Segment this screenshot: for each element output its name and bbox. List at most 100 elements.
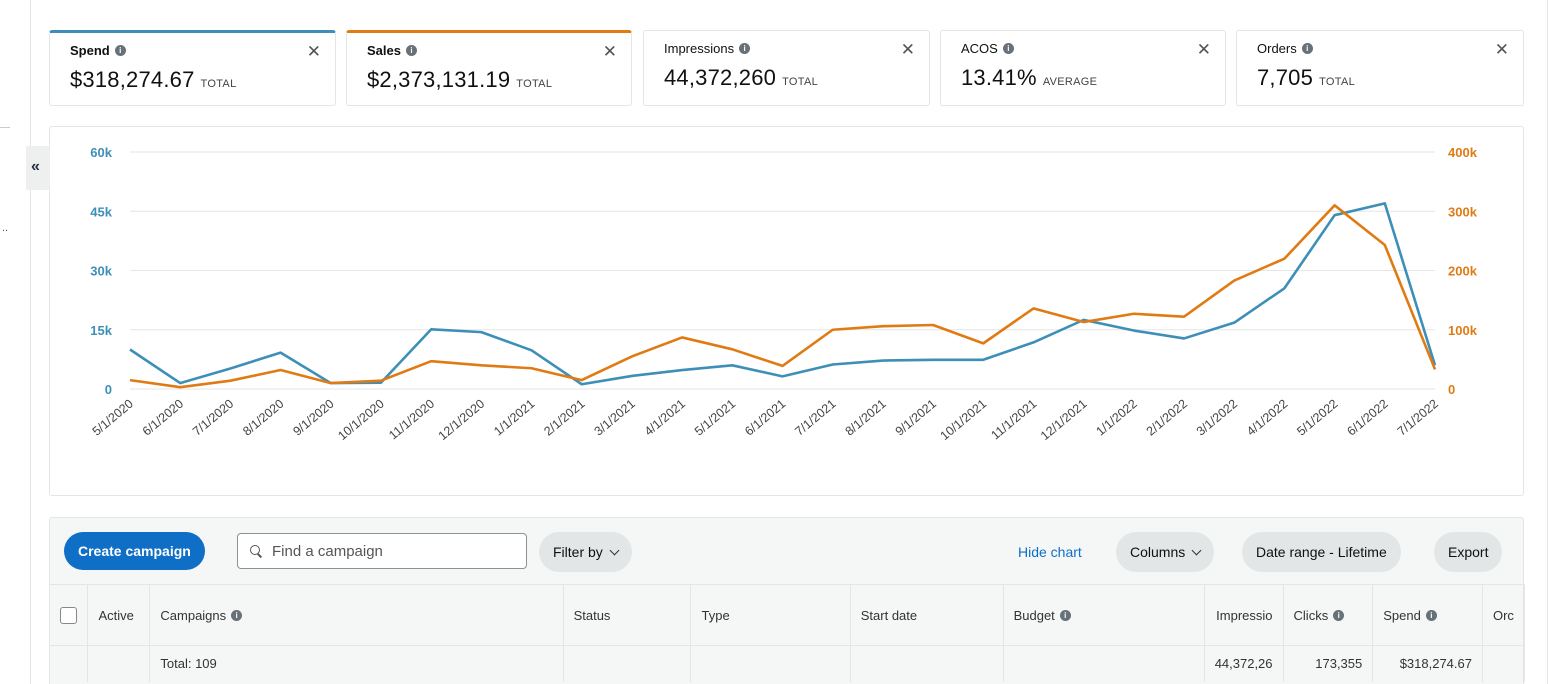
info-icon[interactable]: i [739, 43, 751, 54]
x-axis-tick: 5/1/2020 [90, 397, 136, 439]
search-box [237, 533, 527, 569]
date-range-button[interactable]: Date range - Lifetime [1242, 532, 1401, 572]
total-impressions: 44,372,26 [1204, 645, 1284, 682]
campaigns-panel: Create campaign Filter by Hide chart Col… [49, 517, 1526, 684]
metric-card-impressions[interactable]: Impressions i ✕ 44,372,260 TOTAL [643, 30, 930, 106]
metric-value: 13.41% [961, 65, 1037, 90]
close-icon[interactable]: ✕ [1494, 40, 1509, 59]
total-label: Total: 109 [149, 645, 564, 682]
col-budget[interactable]: Budget i [1003, 584, 1205, 646]
col-clicks[interactable]: Clicks i [1283, 584, 1374, 646]
close-icon[interactable]: ✕ [602, 42, 617, 61]
col-campaigns[interactable]: Campaigns i [149, 584, 564, 646]
left-axis-tick: 45k [90, 204, 112, 219]
x-axis-tick: 10/1/2020 [335, 397, 387, 444]
col-status[interactable]: Status [563, 584, 692, 646]
x-axis-tick: 7/1/2021 [792, 397, 838, 439]
x-axis-tick: 4/1/2021 [642, 397, 688, 439]
x-axis-tick: 6/1/2021 [742, 397, 788, 439]
x-axis-tick: 11/1/2021 [988, 397, 1039, 443]
x-axis-tick: 12/1/2021 [1038, 397, 1090, 444]
info-icon[interactable]: i [231, 609, 243, 621]
info-icon[interactable]: i [114, 45, 126, 56]
x-axis-tick: 2/1/2021 [541, 397, 587, 439]
right-axis-tick: 200k [1448, 264, 1478, 279]
x-axis-tick: 5/1/2021 [692, 397, 738, 439]
x-axis-tick: 7/1/2020 [190, 397, 236, 439]
left-axis-tick: 15k [90, 323, 112, 338]
right-axis-tick: 0 [1448, 382, 1455, 397]
col-type[interactable]: Type [690, 584, 851, 646]
x-axis-tick: 3/1/2021 [592, 397, 638, 439]
metric-value: $318,274.67 [70, 67, 195, 92]
sidebar-overflow: .. [2, 222, 9, 234]
metric-card-acos[interactable]: ACOS i ✕ 13.41% AVERAGE [940, 30, 1226, 106]
search-input[interactable] [272, 542, 502, 560]
search-icon [250, 545, 262, 557]
info-icon[interactable]: i [1059, 609, 1071, 621]
metric-sub: TOTAL [782, 76, 819, 88]
select-all-cell [50, 584, 89, 646]
col-clicks-label: Clicks [1293, 607, 1329, 623]
metric-sub: TOTAL [516, 78, 553, 90]
hide-chart-link[interactable]: Hide chart [1018, 544, 1082, 560]
col-spend[interactable]: Spend i [1372, 584, 1483, 646]
info-icon[interactable]: i [1002, 43, 1014, 54]
x-axis-tick: 2/1/2022 [1144, 397, 1190, 439]
col-orders[interactable]: Orc [1482, 584, 1526, 646]
col-start-date[interactable]: Start date [850, 584, 1004, 646]
right-axis-tick: 300k [1448, 204, 1478, 219]
select-all-checkbox[interactable] [60, 606, 77, 624]
total-spend: $318,274.67 [1372, 645, 1483, 682]
metric-value: 7,705 [1257, 65, 1314, 90]
collapse-sidebar-button[interactable]: « [26, 146, 50, 190]
x-axis-tick: 8/1/2020 [240, 397, 286, 439]
metric-sub: TOTAL [1319, 76, 1355, 88]
metric-label: Spend [70, 43, 110, 58]
x-axis-tick: 7/1/2022 [1395, 397, 1441, 439]
total-empty-cell [563, 645, 692, 682]
col-impressions[interactable]: Impressio [1204, 584, 1284, 646]
series-line-sales [129, 204, 1437, 389]
export-button[interactable]: Export [1434, 532, 1503, 572]
info-icon[interactable]: i [405, 45, 417, 56]
total-empty-cell [1482, 645, 1526, 682]
series-line-spend [129, 202, 1437, 386]
col-budget-label: Budget [1013, 607, 1055, 623]
info-icon[interactable]: i [1425, 609, 1437, 621]
metric-sub: AVERAGE [1042, 76, 1098, 88]
x-axis-tick: 9/1/2020 [290, 397, 336, 439]
columns-label: Columns [1130, 544, 1186, 560]
info-icon[interactable]: i [1333, 609, 1345, 621]
table-header-row: Active Campaigns i Status Type Start date… [50, 584, 1526, 646]
col-active[interactable]: Active [87, 584, 151, 646]
total-empty-cell [50, 645, 89, 682]
filter-by-button[interactable]: Filter by [539, 532, 632, 572]
x-axis-tick: 1/1/2021 [491, 397, 537, 439]
metric-label: Sales [367, 43, 401, 58]
x-axis-tick: 6/1/2022 [1344, 397, 1390, 439]
columns-button[interactable]: Columns [1116, 532, 1215, 572]
x-axis-tick: 8/1/2021 [843, 397, 889, 439]
close-icon[interactable]: ✕ [306, 42, 321, 61]
chevron-down-icon [1191, 545, 1202, 555]
right-axis-tick: 400k [1448, 145, 1478, 160]
filter-by-label: Filter by [553, 544, 603, 560]
left-axis-tick: 60k [90, 145, 112, 160]
x-axis-tick: 1/1/2022 [1093, 397, 1139, 439]
left-sidebar: .. [0, 0, 30, 684]
metric-card-orders[interactable]: Orders i ✕ 7,705 TOTAL [1236, 30, 1524, 106]
info-icon[interactable]: i [1301, 43, 1313, 54]
create-campaign-button[interactable]: Create campaign [64, 532, 205, 570]
metric-card-sales[interactable]: Sales i ✕ $2,373,131.19 TOTAL [346, 30, 632, 106]
metric-card-spend[interactable]: Spend i ✕ $318,274.67 TOTAL [49, 30, 336, 106]
close-icon[interactable]: ✕ [900, 40, 915, 59]
x-axis-tick: 5/1/2022 [1294, 397, 1340, 439]
campaigns-table: Active Campaigns i Status Type Start date… [50, 584, 1526, 682]
x-axis-tick: 4/1/2022 [1244, 397, 1290, 439]
x-axis-tick: 10/1/2021 [938, 397, 990, 444]
close-icon[interactable]: ✕ [1196, 40, 1211, 59]
x-axis-tick: 6/1/2020 [140, 397, 186, 439]
metric-sub: TOTAL [200, 78, 237, 90]
